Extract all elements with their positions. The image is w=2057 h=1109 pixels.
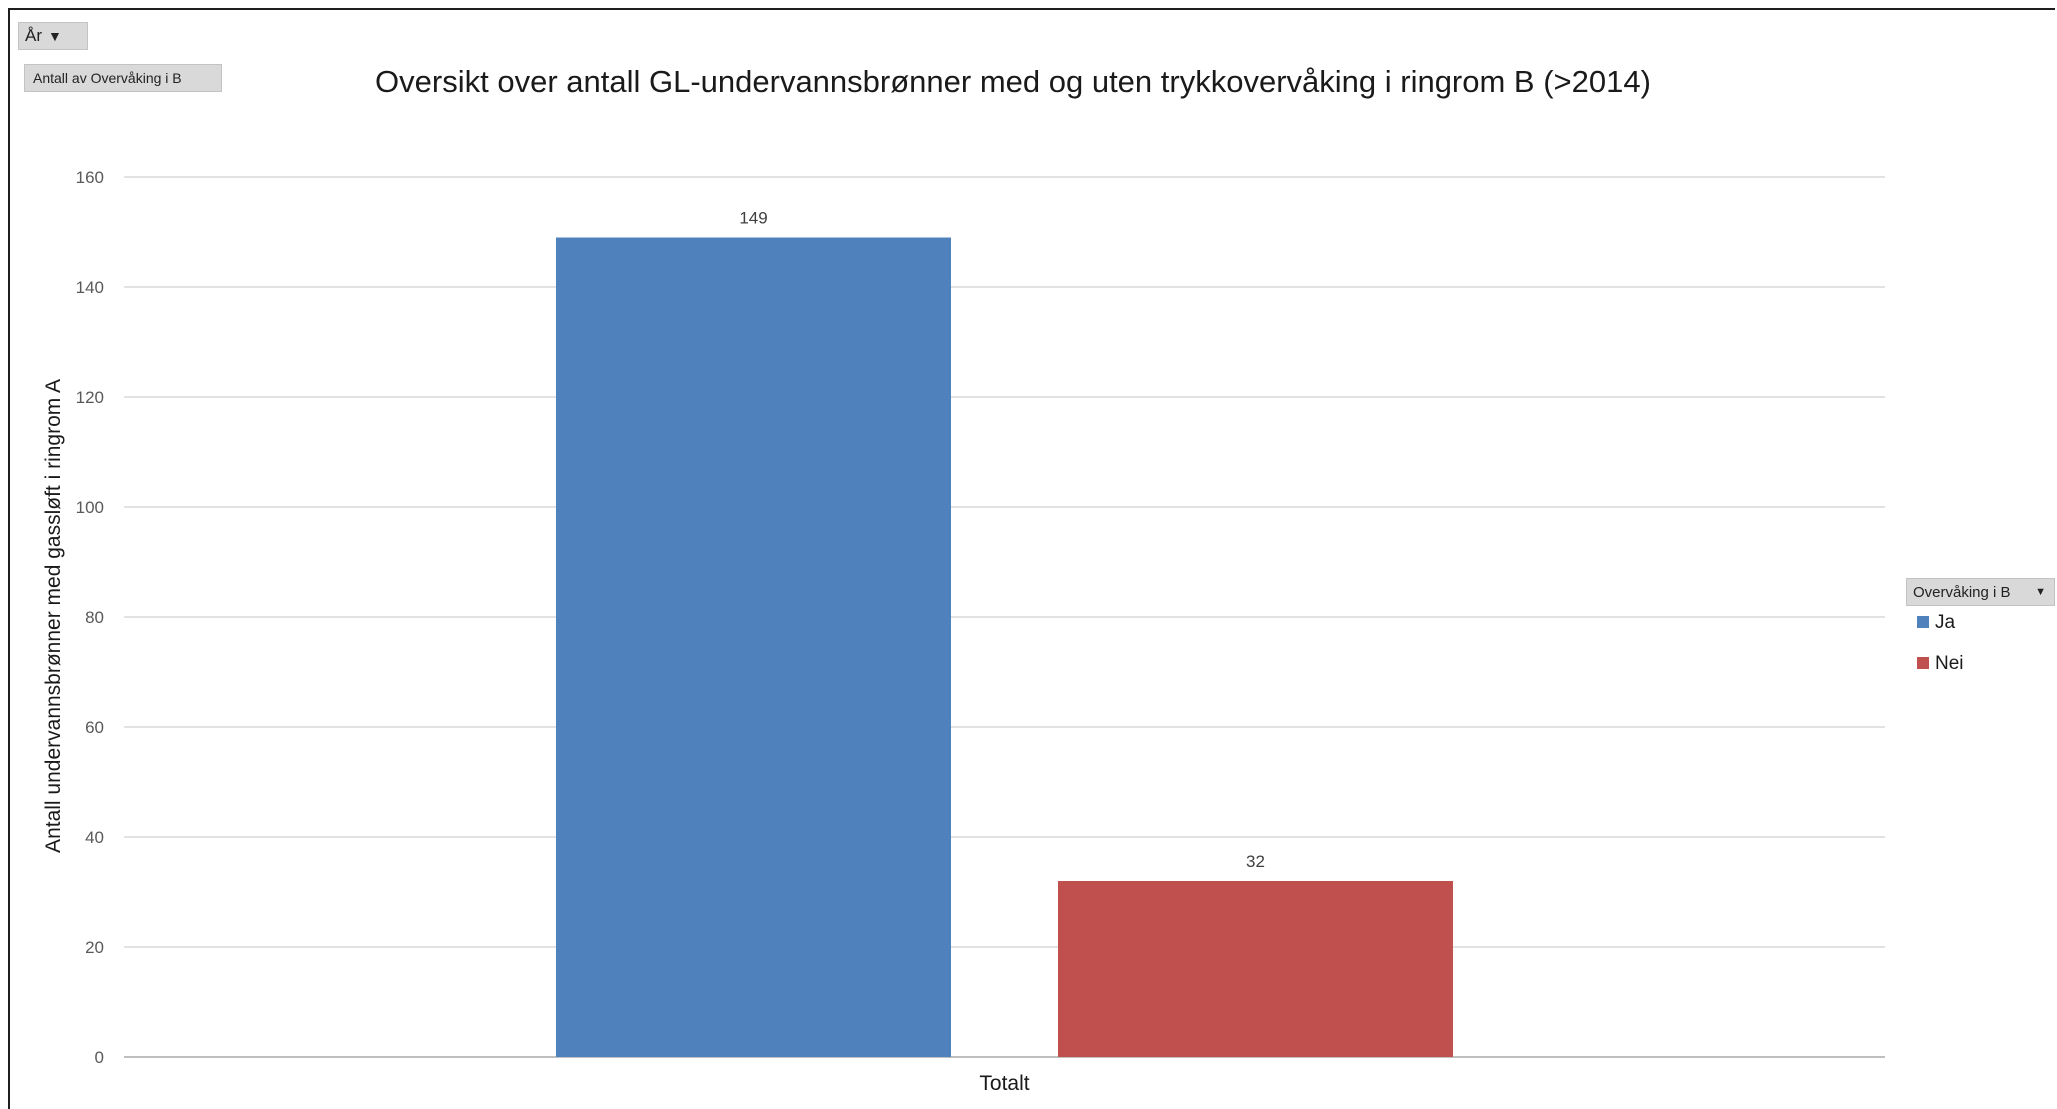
year-filter-button[interactable]: År ▼ [18, 22, 88, 50]
data-label-nei: 32 [1246, 852, 1265, 871]
x-category-label: Totalt [979, 1072, 1029, 1095]
x-axis-categories: Totalt [979, 1072, 1029, 1095]
data-labels: 149 32 [739, 209, 1265, 872]
y-tick-label-80: 80 [85, 608, 104, 627]
funnel-filter-icon: ▼ [48, 28, 62, 44]
legend-entry-ja[interactable]: Ja [1935, 612, 1956, 633]
bars [556, 237, 1453, 1058]
chart-title: Oversikt over antall GL-undervannsbrønne… [375, 64, 1651, 99]
data-label-ja: 149 [739, 209, 767, 228]
y-tick-label-100: 100 [76, 498, 104, 517]
legend-swatch-nei [1917, 657, 1929, 669]
legend-field-label: Overvåking i B [1913, 583, 2011, 601]
y-tick-label-20: 20 [85, 938, 104, 957]
gridlines [124, 176, 1885, 1058]
y-tick-label-40: 40 [85, 828, 104, 847]
legend-swatch-ja [1917, 616, 1929, 628]
value-field-label: Antall av Overvåking i B [33, 70, 182, 86]
y-tick-label-60: 60 [85, 718, 104, 737]
dropdown-arrow-icon: ▼ [2035, 586, 2046, 598]
year-filter-label: År [25, 26, 42, 45]
y-tick-label-120: 120 [76, 388, 104, 407]
chart-frame [8, 8, 2055, 1109]
y-axis-ticks: 0 20 40 60 80 100 120 140 160 [76, 168, 104, 1067]
y-tick-label-160: 160 [76, 168, 104, 187]
bar-nei-totalt[interactable] [1058, 881, 1453, 1057]
legend-entry-nei[interactable]: Nei [1935, 653, 1964, 674]
legend-field-button[interactable]: Overvåking i B ▼ [1906, 578, 2055, 606]
bar-ja-totalt[interactable] [556, 237, 951, 1058]
value-field-button[interactable]: Antall av Overvåking i B [24, 64, 222, 92]
y-tick-label-140: 140 [76, 278, 104, 297]
y-tick-label-0: 0 [95, 1048, 104, 1067]
legend: Ja Nei [1917, 612, 1964, 674]
y-axis-label: Antall undervannsbrønner med gassløft i … [42, 379, 65, 853]
